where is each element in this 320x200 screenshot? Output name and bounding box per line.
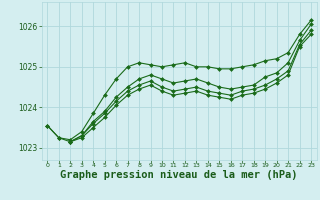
X-axis label: Graphe pression niveau de la mer (hPa): Graphe pression niveau de la mer (hPa) <box>60 170 298 180</box>
